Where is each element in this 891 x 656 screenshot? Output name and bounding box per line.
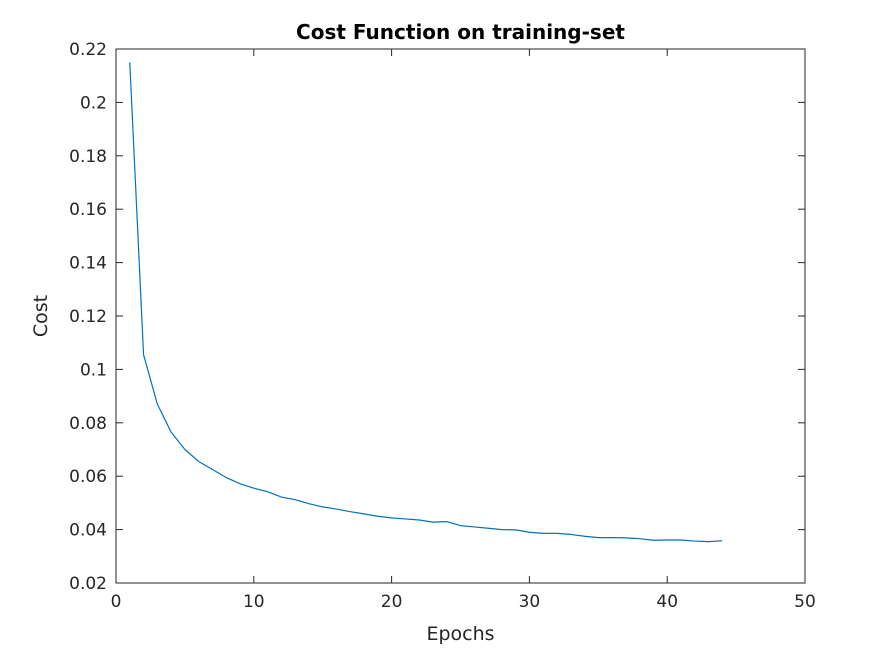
x-tick-label: 40: [656, 592, 678, 612]
y-tick-label: 0.04: [69, 521, 107, 541]
x-axis-label: Epochs: [426, 623, 494, 645]
x-tick-label: 10: [243, 592, 265, 612]
x-tick-label: 20: [381, 592, 403, 612]
y-tick-label: 0.16: [69, 200, 107, 220]
y-tick-label: 0.08: [69, 414, 107, 434]
chart-title: Cost Function on training-set: [296, 20, 625, 44]
y-tick-label: 0.18: [69, 147, 107, 167]
x-tick-label: 50: [794, 592, 816, 612]
y-tick-label: 0.1: [80, 360, 107, 380]
y-tick-label: 0.14: [69, 254, 107, 274]
y-tick-label: 0.02: [69, 574, 107, 594]
cost-series-line: [129, 62, 723, 543]
x-tick-label: 0: [111, 592, 122, 612]
series-layer: [129, 62, 723, 543]
y-tick-label: 0.22: [69, 40, 107, 60]
plot-area: [115, 48, 806, 584]
y-tick-label: 0.2: [80, 93, 107, 113]
y-tick-label: 0.06: [69, 467, 107, 487]
y-tick-label: 0.12: [69, 307, 107, 327]
x-tick-label: 30: [519, 592, 541, 612]
y-axis-label: Cost: [30, 295, 52, 337]
axis-ticks: 0 10 20 30 40 50 0.02 0.04 0.06 0.08 0.1 0.12 0.14 0.…: [69, 40, 816, 612]
